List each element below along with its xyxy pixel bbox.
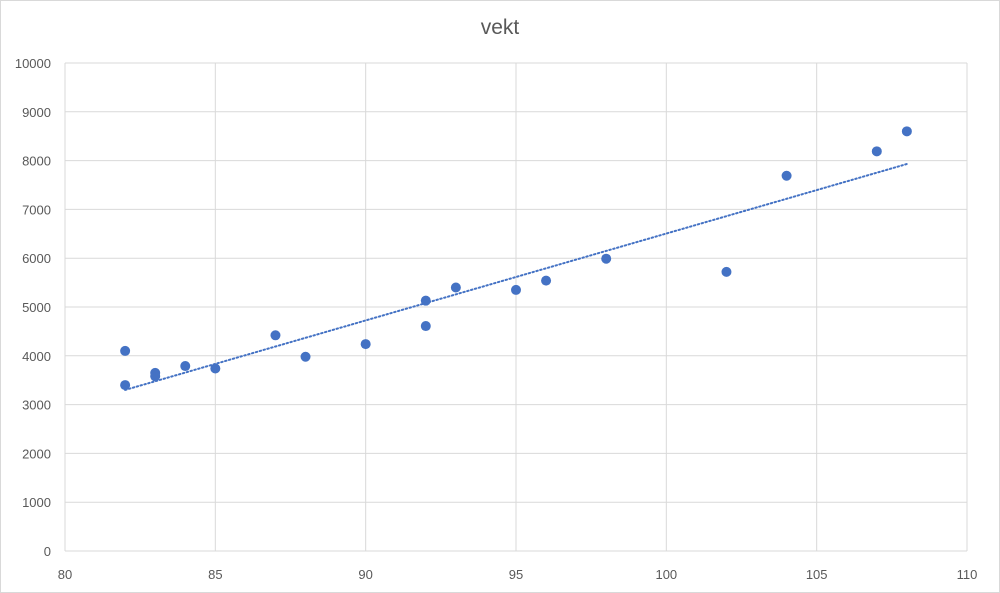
data-point <box>120 345 131 356</box>
data-point <box>420 321 431 332</box>
y-tick-label: 9000 <box>22 105 51 120</box>
y-tick-label: 4000 <box>22 349 51 364</box>
x-tick-label: 110 <box>957 567 978 582</box>
data-point <box>601 253 612 264</box>
data-point <box>180 361 191 372</box>
data-point <box>360 339 371 350</box>
x-tick-label: 90 <box>358 567 372 582</box>
y-tick-label: 5000 <box>22 300 51 315</box>
data-point <box>901 126 912 137</box>
x-tick-label: 100 <box>655 567 677 582</box>
data-point <box>721 266 732 277</box>
x-tick-label: 105 <box>806 567 828 582</box>
y-tick-label: 10000 <box>15 56 51 71</box>
data-point <box>781 170 792 181</box>
data-point <box>120 380 131 391</box>
data-point <box>541 275 552 286</box>
chart-title: vekt <box>480 16 520 39</box>
data-point <box>511 284 521 295</box>
y-tick-label: 6000 <box>22 251 51 266</box>
y-tick-label: 8000 <box>22 154 51 169</box>
y-tick-label: 0 <box>44 544 51 559</box>
data-point <box>871 146 882 157</box>
data-point <box>150 371 161 382</box>
x-tick-label: 85 <box>208 567 222 582</box>
y-tick-label: 7000 <box>22 202 51 217</box>
y-tick-label: 1000 <box>22 495 51 510</box>
data-point <box>210 363 221 374</box>
data-point <box>450 282 461 293</box>
data-point <box>270 330 281 341</box>
y-tick-label: 2000 <box>22 446 51 461</box>
x-tick-label: 80 <box>58 567 72 582</box>
data-point <box>300 351 311 362</box>
trendline <box>124 163 908 391</box>
x-tick-label: 95 <box>509 567 523 582</box>
y-tick-label: 3000 <box>22 398 51 413</box>
data-point <box>420 295 431 306</box>
